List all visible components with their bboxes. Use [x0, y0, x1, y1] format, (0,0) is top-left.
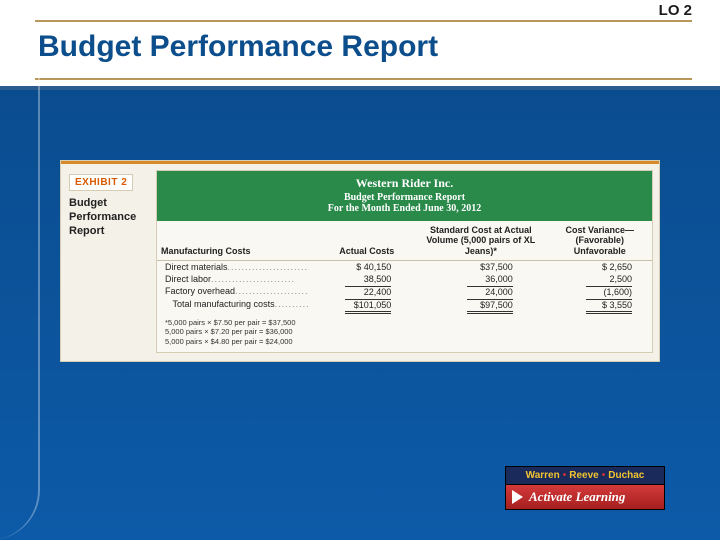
row-label-text: Total manufacturing costs — [173, 299, 275, 309]
row-variance-val: (1,600) — [586, 286, 632, 297]
report-title: Budget Performance Report — [161, 192, 648, 203]
table-row: Direct materials $ 40,150 $37,500 $ 2,65… — [157, 261, 652, 273]
table-row: Direct labor 38,500 36,000 2,500 — [157, 273, 652, 285]
footnote-line: 5,000 pairs × $4.80 per pair = $24,000 — [165, 337, 646, 346]
header-top-rule — [35, 20, 692, 22]
row-variance: $ 2,650 — [541, 261, 648, 273]
exhibit-subtitle: Budget Performance Report — [69, 197, 148, 238]
col-header-variance: Cost Variance— (Favorable) Unfavorable — [548, 221, 652, 260]
publisher-badge: Warren•Reeve•Duchac Activate Learning — [505, 466, 665, 510]
exhibit-right-col: Western Rider Inc. Budget Performance Re… — [156, 164, 659, 361]
header-band: LO 2 Budget Performance Report — [0, 0, 720, 90]
play-arrow-icon — [512, 490, 523, 504]
exhibit-panel: EXHIBIT 2 Budget Performance Report West… — [60, 160, 660, 362]
separator-dot-icon: • — [602, 470, 606, 481]
report-footnotes: *5,000 pairs × $7.50 per pair = $37,500 … — [157, 315, 652, 352]
publisher-cta[interactable]: Activate Learning — [505, 485, 665, 510]
col-header-actual: Actual Costs — [319, 242, 414, 260]
table-row: Factory overhead 22,400 24,000 (1,600) — [157, 285, 652, 298]
row-label-text: Factory overhead — [165, 286, 235, 296]
row-standard-val: 24,000 — [467, 286, 513, 297]
footnote-line: *5,000 pairs × $7.50 per pair = $37,500 — [165, 318, 646, 327]
row-variance: (1,600) — [541, 285, 648, 298]
left-swoosh-decoration — [0, 0, 40, 540]
exhibit-subtitle-line: Budget — [69, 197, 148, 211]
exhibit-subtitle-line: Report — [69, 225, 148, 239]
row-standard: $97,500 — [395, 298, 540, 315]
report-company: Western Rider Inc. — [161, 176, 648, 191]
row-actual: 38,500 — [309, 273, 396, 285]
row-standard: 36,000 — [395, 273, 540, 285]
row-label: Total manufacturing costs — [161, 298, 309, 315]
separator-dot-icon: • — [563, 470, 567, 481]
page-title: Budget Performance Report — [38, 30, 438, 64]
author-name: Duchac — [608, 470, 644, 481]
leader-dots — [228, 262, 309, 272]
col-header-manufacturing: Manufacturing Costs — [157, 242, 319, 260]
leader-dots — [235, 286, 309, 296]
row-variance: $ 3,550 — [541, 298, 648, 315]
exhibit-subtitle-line: Performance — [69, 211, 148, 225]
leader-dots — [211, 274, 295, 284]
table-row-total: Total manufacturing costs $101,050 $97,5… — [157, 298, 652, 315]
report-header: Western Rider Inc. Budget Performance Re… — [157, 171, 652, 221]
total-variance-val: $ 3,550 — [586, 299, 632, 314]
report-card: Western Rider Inc. Budget Performance Re… — [156, 170, 653, 353]
row-actual: 22,400 — [309, 285, 396, 298]
exhibit-badge: EXHIBIT 2 — [69, 174, 133, 191]
publisher-cta-label: Activate Learning — [529, 489, 625, 505]
report-period: For the Month Ended June 30, 2012 — [161, 203, 648, 214]
total-standard-val: $97,500 — [467, 299, 513, 314]
header-bottom-rule — [35, 78, 692, 80]
row-standard: 24,000 — [395, 285, 540, 298]
author-name: Warren — [526, 470, 560, 481]
row-label: Direct materials — [161, 261, 309, 273]
leader-dots — [275, 299, 309, 309]
publisher-authors: Warren•Reeve•Duchac — [505, 466, 665, 485]
row-label-text: Direct materials — [165, 262, 228, 272]
lo-label: LO 2 — [659, 2, 692, 19]
footnote-line: 5,000 pairs × $7.20 per pair = $36,000 — [165, 327, 646, 336]
exhibit-body: EXHIBIT 2 Budget Performance Report West… — [61, 164, 659, 361]
slide: LO 2 Budget Performance Report EXHIBIT 2… — [0, 0, 720, 540]
row-actual: $ 40,150 — [309, 261, 396, 273]
exhibit-left-col: EXHIBIT 2 Budget Performance Report — [61, 164, 156, 361]
row-label: Factory overhead — [161, 285, 309, 298]
row-variance: 2,500 — [541, 273, 648, 285]
report-column-headers: Manufacturing Costs Actual Costs Standar… — [157, 221, 652, 261]
row-standard: $37,500 — [395, 261, 540, 273]
row-label: Direct labor — [161, 273, 309, 285]
row-label-text: Direct labor — [165, 274, 211, 284]
report-rows: Direct materials $ 40,150 $37,500 $ 2,65… — [157, 261, 652, 315]
report-table: Manufacturing Costs Actual Costs Standar… — [157, 221, 652, 352]
total-actual-val: $101,050 — [345, 299, 391, 314]
author-name: Reeve — [569, 470, 598, 481]
row-actual: $101,050 — [309, 298, 396, 315]
row-actual-val: 22,400 — [345, 286, 391, 297]
col-header-standard: Standard Cost at Actual Volume (5,000 pa… — [414, 221, 547, 260]
